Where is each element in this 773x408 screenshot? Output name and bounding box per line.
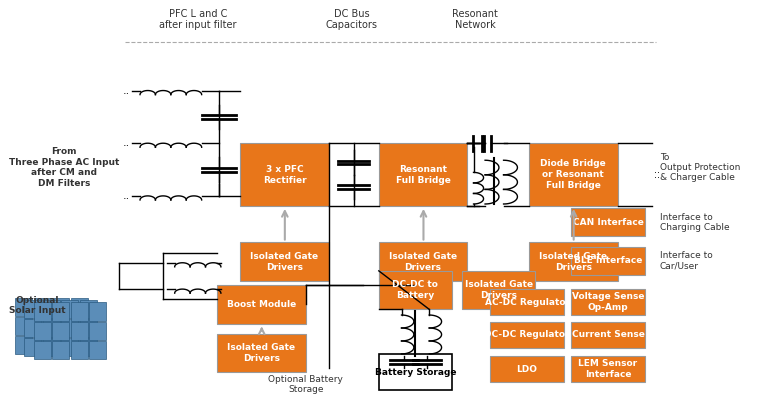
FancyBboxPatch shape (53, 297, 69, 316)
FancyBboxPatch shape (25, 300, 42, 318)
Text: DC-DC to
Battery: DC-DC to Battery (393, 280, 438, 300)
FancyBboxPatch shape (34, 341, 51, 359)
FancyBboxPatch shape (34, 302, 51, 321)
FancyBboxPatch shape (217, 334, 305, 372)
Text: Voltage Sense
Op-Amp: Voltage Sense Op-Amp (572, 292, 644, 312)
Text: Interface to
Car/User: Interface to Car/User (660, 251, 713, 271)
FancyBboxPatch shape (491, 289, 564, 315)
FancyBboxPatch shape (89, 322, 106, 340)
Text: AC-DC Regulator: AC-DC Regulator (485, 298, 570, 307)
Text: Optional Battery
Storage: Optional Battery Storage (268, 375, 343, 394)
FancyBboxPatch shape (240, 242, 329, 281)
FancyBboxPatch shape (43, 338, 60, 356)
FancyBboxPatch shape (70, 341, 87, 359)
FancyBboxPatch shape (62, 338, 78, 356)
Text: 3 x PFC
Rectifier: 3 x PFC Rectifier (263, 164, 306, 185)
FancyBboxPatch shape (70, 297, 87, 316)
Text: BLE Interface: BLE Interface (574, 256, 642, 265)
Text: Current Sense: Current Sense (571, 330, 645, 339)
FancyBboxPatch shape (15, 317, 32, 335)
FancyBboxPatch shape (379, 271, 452, 309)
FancyBboxPatch shape (571, 322, 645, 348)
FancyBboxPatch shape (34, 317, 51, 335)
Text: PFC L and C
after input filter: PFC L and C after input filter (159, 9, 237, 31)
FancyBboxPatch shape (571, 356, 645, 382)
Text: ..: .. (123, 138, 130, 148)
Text: CAN Interface: CAN Interface (573, 218, 643, 227)
FancyBboxPatch shape (62, 319, 78, 337)
FancyBboxPatch shape (240, 143, 329, 206)
FancyBboxPatch shape (462, 271, 535, 309)
FancyBboxPatch shape (53, 317, 69, 335)
Text: Optional
Solar Input: Optional Solar Input (9, 296, 66, 315)
FancyBboxPatch shape (217, 285, 305, 324)
Text: ..: .. (654, 165, 660, 175)
FancyBboxPatch shape (53, 322, 69, 340)
FancyBboxPatch shape (379, 143, 468, 206)
FancyBboxPatch shape (70, 302, 87, 321)
Text: Resonant
Network: Resonant Network (452, 9, 498, 31)
FancyBboxPatch shape (379, 354, 452, 390)
FancyBboxPatch shape (80, 319, 97, 337)
FancyBboxPatch shape (571, 246, 645, 275)
FancyBboxPatch shape (491, 356, 564, 382)
Text: Resonant
Full Bridge: Resonant Full Bridge (396, 164, 451, 185)
Text: LDO: LDO (516, 365, 537, 374)
Text: Boost Module: Boost Module (226, 300, 296, 309)
FancyBboxPatch shape (15, 297, 32, 316)
Text: Battery Storage: Battery Storage (375, 368, 456, 377)
Text: Isolated Gate
Drivers: Isolated Gate Drivers (540, 252, 608, 272)
Text: From
Three Phase AC Input
after CM and
DM Filters: From Three Phase AC Input after CM and D… (9, 147, 120, 188)
Text: Isolated Gate
Drivers: Isolated Gate Drivers (465, 280, 533, 300)
FancyBboxPatch shape (70, 317, 87, 335)
FancyBboxPatch shape (571, 289, 645, 315)
FancyBboxPatch shape (70, 322, 87, 340)
FancyBboxPatch shape (34, 322, 51, 340)
Text: ..: .. (654, 170, 660, 180)
Text: Isolated Gate
Drivers: Isolated Gate Drivers (227, 343, 295, 363)
FancyBboxPatch shape (70, 336, 87, 354)
FancyBboxPatch shape (529, 242, 618, 281)
FancyBboxPatch shape (491, 322, 564, 348)
Text: ..: .. (123, 86, 130, 95)
FancyBboxPatch shape (25, 319, 42, 337)
Text: To
Output Protection
& Charger Cable: To Output Protection & Charger Cable (660, 153, 741, 182)
FancyBboxPatch shape (379, 242, 468, 281)
FancyBboxPatch shape (53, 302, 69, 321)
Text: Interface to
Charging Cable: Interface to Charging Cable (660, 213, 730, 232)
FancyBboxPatch shape (34, 336, 51, 354)
FancyBboxPatch shape (529, 143, 618, 206)
FancyBboxPatch shape (62, 300, 78, 318)
FancyBboxPatch shape (43, 300, 60, 318)
FancyBboxPatch shape (25, 338, 42, 356)
FancyBboxPatch shape (53, 341, 69, 359)
FancyBboxPatch shape (80, 300, 97, 318)
FancyBboxPatch shape (80, 338, 97, 356)
FancyBboxPatch shape (43, 319, 60, 337)
FancyBboxPatch shape (34, 297, 51, 316)
FancyBboxPatch shape (89, 341, 106, 359)
Text: Isolated Gate
Drivers: Isolated Gate Drivers (389, 252, 457, 272)
Text: Diode Bridge
or Resonant
Full Bridge: Diode Bridge or Resonant Full Bridge (540, 159, 606, 190)
Text: Isolated Gate
Drivers: Isolated Gate Drivers (250, 252, 318, 272)
FancyBboxPatch shape (89, 302, 106, 321)
FancyBboxPatch shape (571, 208, 645, 236)
Text: ..: .. (123, 191, 130, 201)
FancyBboxPatch shape (53, 336, 69, 354)
FancyBboxPatch shape (15, 336, 32, 354)
Text: DC-DC Regulator: DC-DC Regulator (485, 330, 570, 339)
Text: DC Bus
Capacitors: DC Bus Capacitors (326, 9, 378, 31)
Text: LEM Sensor
Interface: LEM Sensor Interface (578, 359, 638, 379)
